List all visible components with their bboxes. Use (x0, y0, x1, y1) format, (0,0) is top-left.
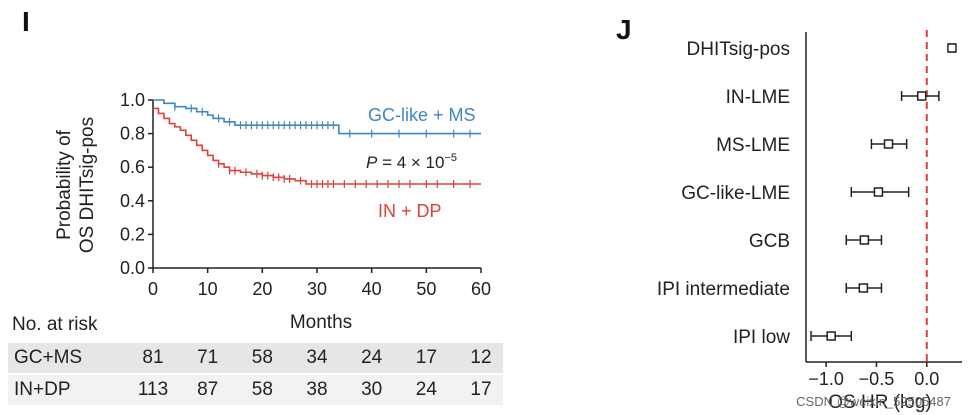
watermark: CSDN @weixin_52505487 (796, 394, 951, 409)
forest-estimate-point (859, 235, 870, 245)
risk-cell: 17 (470, 379, 492, 400)
risk-cell: 81 (142, 347, 164, 368)
forest-estimate-point (826, 331, 836, 341)
panel-letter-i: I (22, 6, 30, 37)
risk-table-title: No. at risk (12, 314, 98, 335)
km-plot: 0.0 0.2 0.4 0.6 0.8 1.0 0 10 20 30 40 50 60 Probabi… (54, 90, 491, 333)
risk-cell: 24 (415, 379, 437, 400)
risk-cell: 24 (361, 347, 383, 368)
forest-estimate-point (916, 91, 927, 101)
risk-row-label: IN+DP (14, 379, 71, 400)
km-ytick-label: 0.2 (120, 224, 145, 244)
forest-xtick-label: 0.0 (914, 369, 939, 389)
risk-cell: 34 (306, 347, 328, 368)
p-value-text: = 4 × 10 (377, 153, 444, 172)
km-ytick-label: 0.4 (120, 191, 145, 211)
risk-cell: 113 (137, 379, 169, 400)
risk-cell: 38 (306, 379, 328, 400)
km-ytick-label: 1.0 (120, 90, 145, 110)
km-xtick-label: 0 (148, 279, 158, 299)
km-ylabel-line1: Probability of (54, 129, 75, 240)
risk-row: GC+MS 81 71 58 34 24 17 12 (8, 343, 503, 373)
km-ytick-label: 0.0 (120, 258, 145, 278)
forest-xtick-label: −1.0 (808, 369, 844, 389)
forest-xlabel: OS HR (log) (828, 392, 931, 413)
forest-row-label: GC-like-LME (681, 183, 790, 204)
km-xlabel: Months (290, 312, 352, 333)
risk-cell: 17 (415, 347, 437, 368)
legend-in-dp: IN + DP (378, 201, 442, 221)
forest-estimate-point (858, 283, 869, 293)
p-symbol: P (366, 153, 378, 172)
p-exponent: −5 (444, 152, 457, 164)
forest-row-label: GCB (749, 231, 790, 252)
forest-row-label: MS-LME (716, 135, 790, 156)
km-ytick-label: 0.8 (120, 124, 145, 144)
forest-row-label: IPI intermediate (657, 279, 790, 300)
km-ytick-label: 0.6 (120, 157, 145, 177)
forest-row-label: IN-LME (726, 87, 790, 108)
forest-row-label: DHITsig-pos (687, 39, 790, 60)
forest-estimate-point (873, 187, 884, 197)
risk-cell: 71 (197, 347, 219, 368)
forest-plot: DHITsig-pos IN-LME MS-LME GC-like-LME GCB IPI… (657, 30, 962, 413)
km-ylabel-line2: OS DHITsig-pos (77, 117, 98, 253)
risk-cell: 87 (197, 379, 219, 400)
forest-estimate-point (883, 139, 894, 149)
risk-row: IN+DP 113 87 58 38 30 24 17 (8, 375, 503, 405)
panel-letter-j: J (616, 14, 632, 45)
forest-xtick-label: −0.5 (859, 369, 895, 389)
forest-estimate-point (947, 43, 957, 53)
km-xtick-label: 50 (416, 279, 436, 299)
forest-row-label: IPI low (733, 327, 790, 348)
km-xtick-label: 40 (362, 279, 382, 299)
risk-row-label: GC+MS (14, 347, 83, 368)
risk-cell: 58 (251, 379, 273, 400)
risk-cell: 30 (361, 379, 383, 400)
km-xtick-label: 60 (471, 279, 491, 299)
p-value-annotation: P = 4 × 10−5 (366, 152, 457, 172)
risk-cell: 58 (251, 347, 273, 368)
km-xtick-label: 30 (307, 279, 327, 299)
legend-gc-ms: GC-like + MS (368, 105, 476, 125)
km-xtick-label: 10 (198, 279, 218, 299)
risk-cell: 12 (470, 347, 492, 368)
km-xtick-label: 20 (252, 279, 272, 299)
